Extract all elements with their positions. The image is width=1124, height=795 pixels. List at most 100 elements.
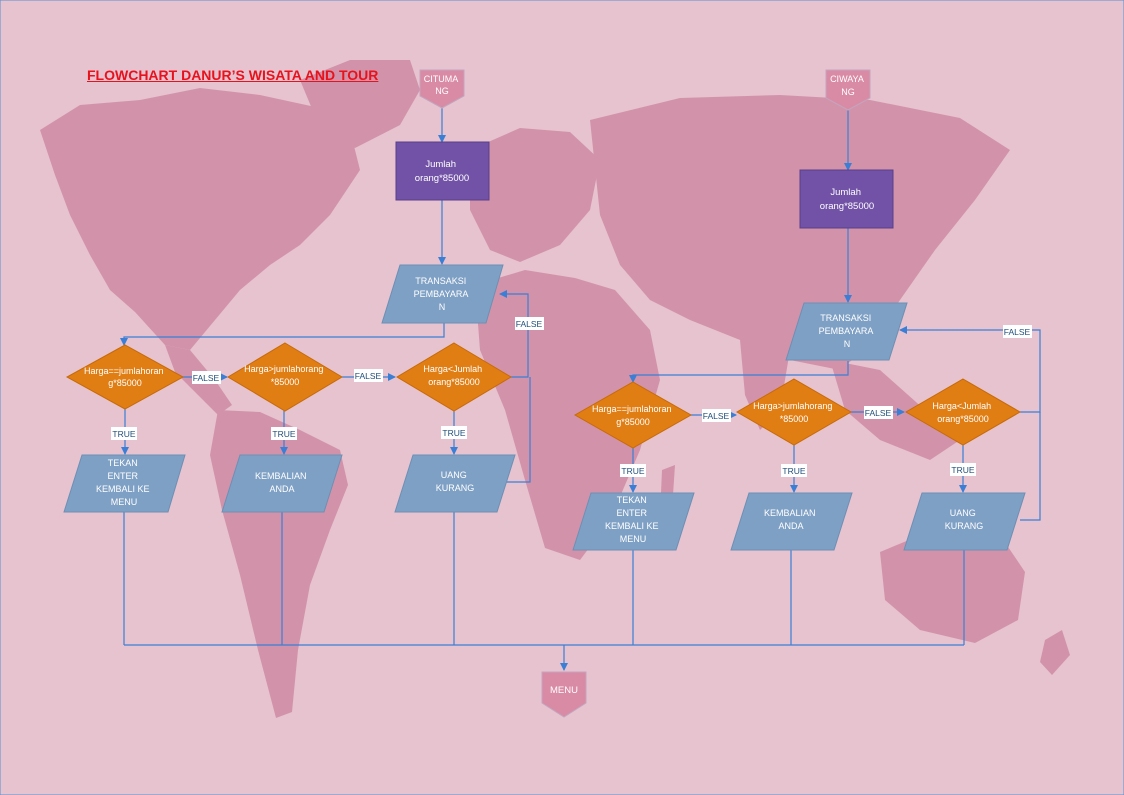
left-decision-greater-label-1: Harga>jumlahorang [244,364,323,374]
right-output-short-label-2: KURANG [945,521,984,531]
continent-australia [880,525,1025,643]
right-false-label-2: FALSE [865,408,892,418]
right-process-label-1: Jumlah [830,187,861,198]
right-transaction-label-2: PEMBAYARA [819,326,874,336]
right-true-label-1: TRUE [621,466,644,476]
right-decision-greater [736,378,852,446]
svg-text:Harga==jumlahoran g*8500: Harga==jumlahoran g*85000 [592,404,674,427]
right-decision-equal-label-2: g*85000 [616,417,650,427]
right-process-box [799,169,894,229]
left-output-menu-label-3: KEMBALI KE [96,484,150,494]
svg-text:Harga<Jumlah orang*85000: Harga<Jumlah orang*85000 [423,364,484,387]
right-output-menu [572,492,695,551]
menu-end-label: MENU [550,685,578,696]
right-decision-less-label-1: Harga<Jumlah [932,401,991,411]
left-false-label-2: FALSE [355,371,382,381]
right-decision-greater-label-1: Harga>jumlahorang [753,401,832,411]
right-process-label-2: orang*85000 [820,201,874,212]
right-output-short-label-1: UANG [950,508,976,518]
left-output-short [394,454,516,513]
right-transaction-label-3: N [844,339,851,349]
left-start-label-2: NG [435,86,449,96]
continent-southeast-asia [830,360,960,460]
left-output-menu-label-4: MENU [111,497,138,507]
continent-asia [590,95,1010,370]
right-output-menu-label-3: KEMBALI KE [605,521,659,531]
world-map [40,60,1070,718]
right-output-menu-label-4: MENU [620,534,647,544]
right-output-menu-label-2: ENTER [616,508,647,518]
svg-text:TRANSAKSI PEMBAYARA: TRANSAKSI PEMBAYARA N [414,276,471,312]
svg-text:Harga==jumlahoran g*8500: Harga==jumlahoran g*85000 [84,366,166,388]
left-false-label-3: FALSE [516,319,543,329]
right-start-label-1: CIWAYA [830,74,864,84]
left-output-change-label-2: ANDA [269,484,294,494]
left-true-label-2: TRUE [272,429,295,439]
right-false-label-3: FALSE [1004,327,1031,337]
left-process-label-2: orang*85000 [415,173,469,184]
right-false-label-1: FALSE [703,411,730,421]
right-decision-equal [573,381,693,449]
right-true-label-2: TRUE [782,466,805,476]
svg-text:TRANSAKSI PEMBAYARA: TRANSAKSI PEMBAYARA N [819,313,876,349]
right-start-label-2: NG [841,87,855,97]
connectors [120,108,1041,671]
left-transaction-label-1: TRANSAKSI [415,276,466,286]
right-transaction-parallelogram [785,302,908,361]
left-output-change-label-1: KEMBALIAN [255,471,307,481]
continent-europe [470,128,600,262]
right-output-change [730,492,853,551]
left-transaction-parallelogram [381,264,504,324]
svg-text:Harga>jumlahorang *85000: Harga>jumlahorang *85000 [753,401,835,424]
left-output-short-label-2: KURANG [436,483,475,493]
continent-north-america [40,88,360,350]
left-output-menu-label-1: TEKAN [108,458,138,468]
continent-greenland [300,60,420,148]
left-decision-greater-label-2: *85000 [271,377,300,387]
left-start-label-1: CITUMA [424,74,458,84]
right-flow: CIWAYA NG Jumlah orang*85000 TRANSAKSI P… [572,69,1026,551]
left-process-label-1: Jumlah [425,159,456,170]
left-output-menu [63,454,186,513]
left-transaction-label-3: N [439,302,446,312]
left-decision-less-label-1: Harga<Jumlah [423,364,482,374]
left-flow: CITUMA NG Jumlah orang*85000 TRANSAKSI P… [63,69,516,513]
left-output-short-label-1: UANG [441,470,467,480]
svg-text:Jumlah orang*85000: Jumlah orang*85000 [415,159,469,184]
right-true-label-3: TRUE [951,465,974,475]
left-transaction-label-2: PEMBAYARA [414,289,469,299]
svg-text:KEMBALIAN ANDA: KEMBALIAN ANDA [255,471,309,494]
right-output-short [903,492,1026,551]
right-start-connector [825,69,871,111]
svg-text:TEKAN ENTER KEMBAL: TEKAN ENTER KEMBALI KE MENU [96,458,152,507]
left-false-label-1: FALSE [193,373,220,383]
right-decision-less-label-2: orang*85000 [937,414,989,424]
svg-text:KEMBALIAN ANDA: KEMBALIAN ANDA [764,508,818,531]
left-output-change [221,454,343,513]
svg-text:Harga>jumlahorang *85000: Harga>jumlahorang *85000 [244,364,326,387]
left-true-label-3: TRUE [442,428,465,438]
right-output-menu-label-1: TEKAN [617,495,647,505]
left-start-connector [419,69,465,109]
flowchart-title: FLOWCHART DANUR’S WISATA AND TOUR [87,67,379,83]
left-decision-equal-label-1: Harga==jumlahoran [84,366,164,376]
continent-new-zealand [1040,630,1070,675]
svg-text:UANG KURANG: UANG KURANG [945,508,984,531]
svg-text:Jumlah orang*85000: Jumlah orang*85000 [820,187,874,212]
svg-text:CITUMA NG: CITUMA NG [424,74,461,96]
left-decision-less [396,342,512,412]
right-decision-equal-label-1: Harga==jumlahoran [592,404,672,414]
left-decision-equal-label-2: g*85000 [108,378,142,388]
svg-text:UANG KURANG: UANG KURANG [436,470,475,493]
left-decision-less-label-2: orang*85000 [428,377,480,387]
svg-text:TEKAN ENTER KEMBAL: TEKAN ENTER KEMBALI KE MENU [605,495,661,544]
right-decision-greater-label-2: *85000 [780,414,809,424]
svg-text:Harga<Jumlah orang*85000: Harga<Jumlah orang*85000 [932,401,993,424]
continent-africa [475,270,660,560]
right-output-change-label-1: KEMBALIAN [764,508,816,518]
branch-labels: FALSE FALSE FALSE TRUE TRUE TRUE FALSE F… [111,317,1032,477]
right-transaction-label-1: TRANSAKSI [820,313,871,323]
right-output-change-label-2: ANDA [778,521,803,531]
left-output-menu-label-2: ENTER [107,471,138,481]
